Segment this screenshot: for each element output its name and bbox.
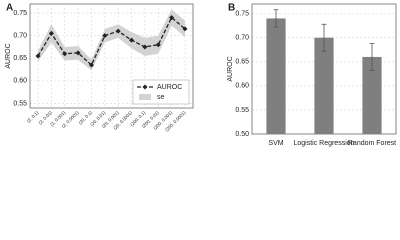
line (37, 16, 186, 67)
marker (182, 26, 188, 32)
y-tick-label: 0.55 (13, 100, 27, 107)
marker (155, 42, 161, 48)
x-tick-label: Logistic Regression (293, 140, 354, 147)
plot-frame (29, 3, 194, 109)
y-tick-label: 0.65 (235, 59, 249, 66)
y-tick-label: 0.55 (235, 107, 249, 114)
y-tick-label: 0.70 (13, 32, 27, 39)
y-axis-label: AUROC (5, 43, 12, 68)
marker (88, 62, 94, 68)
y-tick-label: 0.75 (235, 10, 249, 17)
marker (142, 44, 148, 50)
y-tick-label: 0.60 (235, 83, 249, 90)
marker (62, 51, 68, 57)
error-bar (321, 23, 327, 52)
legend-label: se (157, 94, 165, 101)
marker (115, 28, 121, 34)
bar (362, 56, 382, 134)
marker (75, 50, 81, 56)
panel-label: A (6, 3, 13, 14)
legend-label: AUROC (157, 84, 182, 91)
marker (35, 53, 41, 59)
x-tick-label: SVM (268, 140, 283, 147)
y-axis-label: AUROC (227, 56, 234, 81)
legend-swatch (139, 94, 151, 100)
y-tick-label: 0.70 (235, 35, 249, 42)
marker (102, 33, 108, 39)
y-tick-label: 0.60 (13, 78, 27, 85)
se-band (38, 9, 185, 71)
error-bar (273, 9, 279, 28)
y-tick-label: 0.50 (235, 131, 249, 138)
marker (129, 37, 135, 43)
marker (169, 15, 175, 21)
panel-label: B (228, 3, 235, 14)
y-tick-label: 0.65 (13, 55, 27, 62)
error-bar (369, 43, 375, 71)
bar (314, 37, 334, 134)
y-tick-label: 0.75 (13, 10, 27, 17)
marker (48, 30, 54, 36)
x-tick-label: Random Forest (348, 140, 396, 147)
legend-marker (142, 84, 148, 90)
bar (266, 18, 286, 135)
